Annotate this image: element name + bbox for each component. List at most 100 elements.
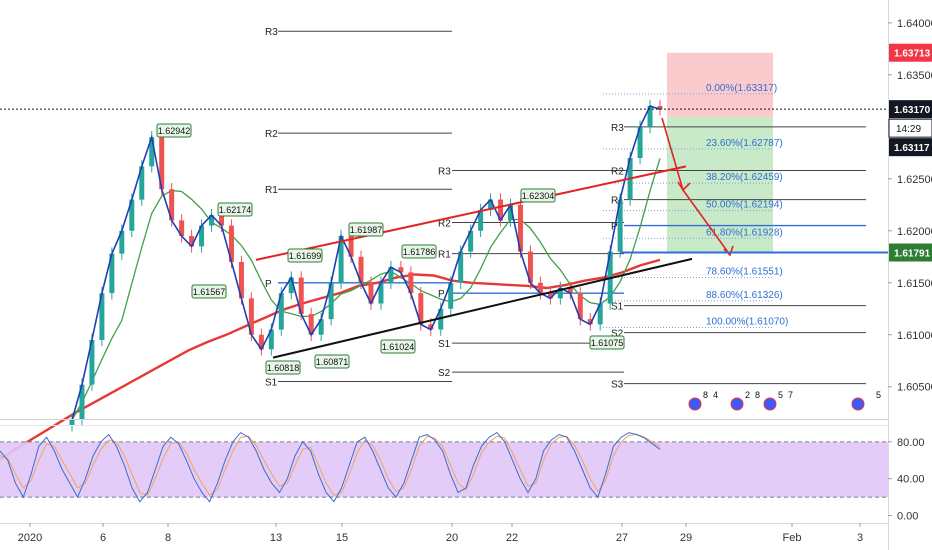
- candle-body: [159, 137, 165, 190]
- price-tag-box: [889, 43, 932, 62]
- event-count: 8: [703, 390, 708, 400]
- candle-body: [458, 251, 464, 283]
- time-axis-label: 20: [446, 532, 458, 544]
- candle-body: [368, 282, 374, 304]
- candle-body: [448, 282, 454, 309]
- candle-body: [119, 230, 125, 254]
- stochastic-k-line: [0, 431, 661, 503]
- event-count: 2: [745, 390, 750, 400]
- position-target-zone[interactable]: [667, 117, 773, 253]
- pivot-label: S1: [265, 378, 278, 389]
- price-tag: 1.63117: [889, 138, 932, 157]
- candle-body: [567, 287, 573, 294]
- candle-body: [587, 319, 593, 325]
- price-tag-label: 1.63713: [894, 49, 931, 60]
- candle-body: [109, 253, 115, 294]
- candle-body: [398, 267, 404, 273]
- price-tag: 1.63170: [889, 100, 932, 119]
- pivot-label: S2: [611, 329, 624, 340]
- candle-body: [577, 293, 583, 320]
- time-axis[interactable]: 2020 6 8 13 15 20 22 27 29 Feb 3: [18, 523, 863, 544]
- swing-label-text: 1.60818: [267, 363, 300, 373]
- candle-body: [617, 199, 623, 252]
- stochastic-axis-label: 40.00: [897, 474, 925, 486]
- swing-label: 1.61075: [589, 335, 625, 350]
- event-marker[interactable]: 5: [851, 390, 881, 411]
- swing-label-text: 1.62174: [219, 205, 252, 215]
- position-stop-zone[interactable]: [667, 52, 773, 118]
- event-flag-icon[interactable]: [763, 397, 777, 411]
- pivot-label: R3: [265, 27, 278, 38]
- candle-body: [248, 298, 254, 335]
- candle-body: [298, 277, 304, 314]
- lower-channel-trendline[interactable]: [272, 257, 693, 359]
- forecast-arrow-1[interactable]: [661, 117, 684, 191]
- swing-label-box: [520, 188, 556, 203]
- price-tag: 1.61791: [889, 243, 932, 262]
- candle-body: [189, 235, 195, 247]
- candle-body: [408, 272, 414, 294]
- trendlines[interactable]: [255, 117, 734, 359]
- event-flag-icon[interactable]: [730, 397, 744, 411]
- candle-body: [647, 106, 653, 127]
- candle-body: [328, 282, 334, 320]
- candle-body: [478, 210, 484, 231]
- fib-label: 88.60%(1.61326): [706, 290, 783, 301]
- fib-label: 78.60%(1.61551): [706, 266, 783, 277]
- pivot-label: P: [265, 279, 272, 290]
- candle-body: [139, 166, 145, 200]
- candle-body: [388, 267, 394, 283]
- event-flag-icon[interactable]: [688, 397, 702, 411]
- swing-label-box: [217, 202, 253, 217]
- candle-body: [149, 137, 155, 167]
- swing-label-box: [156, 123, 192, 138]
- pivot-label: R1: [438, 250, 451, 261]
- time-axis-label: 8: [165, 532, 171, 544]
- swing-label: 1.61987: [348, 222, 384, 237]
- candle-body: [318, 319, 324, 335]
- stochastic-d-line: [0, 433, 661, 497]
- swing-labels: 1.62942 1.62174 1.61567 1.61987 1.61699 1.617…: [156, 123, 625, 375]
- candle-body: [557, 287, 563, 299]
- swing-label-box: [314, 354, 350, 369]
- candle-body: [89, 339, 95, 385]
- stochastic-axis[interactable]: 80.00 40.00 0.00: [888, 437, 925, 523]
- swing-label-text: 1.61024: [382, 342, 415, 352]
- swing-label-text: 1.61699: [289, 251, 322, 261]
- pivot-label: S1: [611, 302, 624, 313]
- price-axis[interactable]: 1.640001.635001.630001.625001.620001.615…: [888, 18, 932, 394]
- price-axis-label: 1.61500: [897, 278, 932, 290]
- swing-label-box: [380, 339, 416, 354]
- forecast-arrow-head-2: [723, 245, 734, 257]
- event-flag-icon[interactable]: [851, 397, 865, 411]
- pivot-label: R3: [438, 166, 451, 177]
- pivot-label: R3: [611, 123, 624, 134]
- swing-label: 1.62174: [217, 202, 253, 217]
- forecast-arrow-2[interactable]: [682, 189, 731, 256]
- stochastic-pane[interactable]: [0, 431, 888, 503]
- swing-label: 1.61699: [287, 248, 323, 263]
- fib-label: 50.00%(1.62194): [706, 200, 783, 211]
- swing-label: 1.61786: [401, 244, 437, 259]
- swing-label: 1.60818: [265, 360, 301, 375]
- pivot-label: R2: [611, 166, 624, 177]
- time-axis-label: 27: [616, 532, 628, 544]
- pivot-label: P: [438, 289, 445, 300]
- time-axis-label: Feb: [783, 532, 802, 544]
- upper-channel-trendline[interactable]: [255, 165, 687, 261]
- candle-body: [278, 293, 284, 330]
- price-tag-label: 1.63117: [894, 143, 930, 154]
- price-tag: 1.63713: [889, 43, 932, 62]
- stochastic-axis-label: 80.00: [897, 437, 925, 449]
- candle-body: [597, 303, 603, 325]
- swing-label: 1.62304: [520, 188, 556, 203]
- countdown-tag: 14:29: [888, 118, 932, 138]
- candle-body: [99, 293, 105, 340]
- swing-label-text: 1.61786: [403, 247, 436, 257]
